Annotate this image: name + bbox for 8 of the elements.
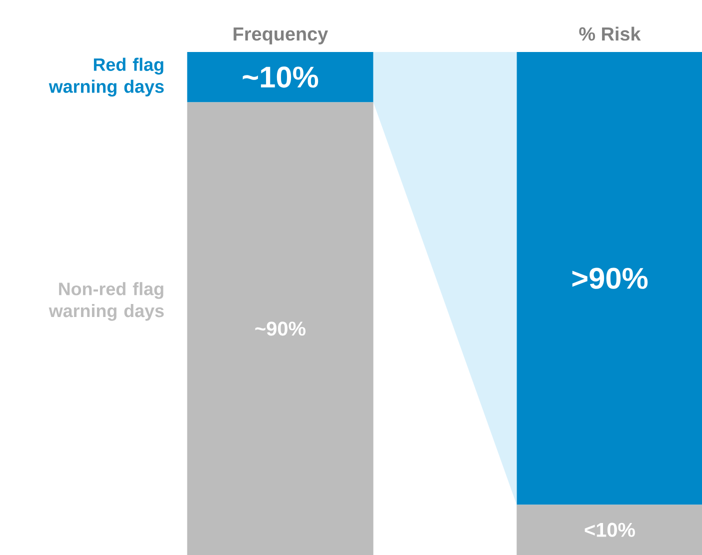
- series-label: Red flag warning days: [48, 58, 164, 96]
- data-label: ~90%: [255, 322, 306, 336]
- series-label: Non-red flag warning days: [48, 282, 164, 321]
- data-label: <10%: [584, 522, 635, 537]
- x-tick-label: % Risk: [579, 26, 641, 41]
- data-label: ~10%: [242, 66, 318, 88]
- x-tick-label: Frequency: [234, 27, 328, 44]
- data-label: >90%: [572, 268, 648, 289]
